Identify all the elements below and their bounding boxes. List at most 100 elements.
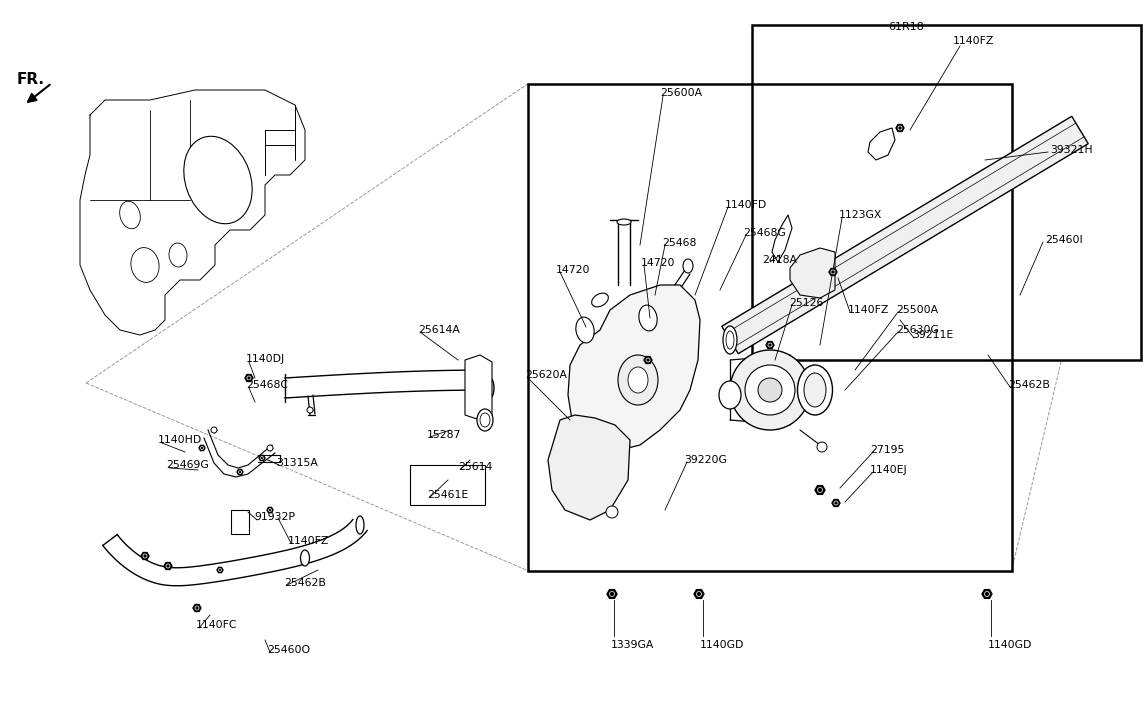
Ellipse shape — [628, 367, 648, 393]
Polygon shape — [237, 470, 243, 475]
Circle shape — [307, 407, 313, 413]
Ellipse shape — [576, 317, 594, 343]
Text: 25600A: 25600A — [660, 88, 702, 98]
Circle shape — [768, 343, 772, 347]
Circle shape — [609, 592, 615, 596]
Ellipse shape — [618, 355, 658, 405]
Ellipse shape — [726, 331, 734, 349]
Text: 91932P: 91932P — [254, 512, 295, 522]
Text: 1140GD: 1140GD — [988, 640, 1032, 650]
Text: 39211E: 39211E — [912, 330, 953, 340]
Text: FR.: FR. — [17, 72, 45, 87]
Polygon shape — [829, 268, 837, 276]
Text: 25500A: 25500A — [896, 305, 938, 315]
Polygon shape — [568, 285, 700, 450]
Circle shape — [195, 606, 199, 610]
Text: 25469G: 25469G — [166, 460, 209, 470]
Circle shape — [834, 501, 838, 505]
Text: 25460I: 25460I — [1045, 235, 1082, 245]
Text: 15287: 15287 — [427, 430, 462, 440]
Text: 25462B: 25462B — [283, 578, 326, 588]
Circle shape — [218, 569, 222, 571]
Ellipse shape — [131, 248, 159, 282]
Ellipse shape — [477, 409, 493, 431]
Text: 27195: 27195 — [870, 445, 904, 455]
Circle shape — [247, 376, 251, 380]
Circle shape — [247, 376, 251, 380]
Circle shape — [817, 442, 828, 452]
Text: 25620A: 25620A — [525, 370, 567, 380]
Ellipse shape — [169, 243, 187, 267]
Circle shape — [211, 427, 217, 433]
Ellipse shape — [480, 413, 490, 427]
Circle shape — [261, 457, 264, 459]
Bar — [752, 25, 1141, 360]
Text: 25460O: 25460O — [267, 645, 310, 655]
Ellipse shape — [486, 378, 494, 398]
Polygon shape — [832, 499, 840, 507]
Circle shape — [817, 488, 823, 492]
Circle shape — [143, 554, 147, 558]
Polygon shape — [644, 356, 652, 364]
Polygon shape — [547, 415, 630, 520]
Polygon shape — [259, 455, 265, 461]
Text: 14720: 14720 — [555, 265, 591, 275]
Text: 1339GA: 1339GA — [612, 640, 655, 650]
Polygon shape — [694, 590, 704, 598]
Polygon shape — [896, 124, 904, 132]
Polygon shape — [465, 355, 491, 420]
Text: 1140DJ: 1140DJ — [246, 354, 286, 364]
Text: 25126: 25126 — [789, 298, 823, 308]
Circle shape — [818, 488, 822, 492]
Text: 25468C: 25468C — [246, 380, 288, 390]
Text: 31315A: 31315A — [275, 458, 318, 468]
Text: 25461E: 25461E — [427, 490, 469, 500]
Bar — [528, 84, 1012, 571]
Text: 1140FZ: 1140FZ — [848, 305, 889, 315]
Text: 2418A: 2418A — [762, 255, 797, 265]
Circle shape — [831, 270, 836, 274]
Circle shape — [200, 446, 203, 449]
Ellipse shape — [798, 365, 832, 415]
Polygon shape — [772, 215, 792, 262]
Ellipse shape — [184, 136, 253, 224]
Circle shape — [730, 350, 810, 430]
Circle shape — [758, 378, 782, 402]
Polygon shape — [193, 605, 201, 611]
Circle shape — [696, 592, 702, 596]
Ellipse shape — [617, 219, 631, 225]
Circle shape — [646, 358, 650, 362]
Text: 1140FZ: 1140FZ — [288, 536, 329, 546]
Ellipse shape — [639, 305, 657, 331]
Bar — [231, 510, 249, 534]
Polygon shape — [245, 374, 253, 382]
Text: 25614A: 25614A — [418, 325, 459, 335]
Ellipse shape — [592, 293, 608, 307]
Ellipse shape — [355, 516, 363, 534]
Ellipse shape — [804, 373, 826, 407]
Polygon shape — [141, 553, 149, 560]
Circle shape — [898, 126, 902, 130]
Text: 1140EJ: 1140EJ — [870, 465, 908, 475]
Text: 1140GD: 1140GD — [700, 640, 744, 650]
Polygon shape — [982, 590, 992, 598]
Polygon shape — [790, 248, 836, 298]
Polygon shape — [267, 507, 273, 513]
Text: 25614: 25614 — [458, 462, 493, 472]
Text: 61R18: 61R18 — [888, 22, 924, 32]
Ellipse shape — [724, 326, 737, 354]
Text: 25630G: 25630G — [896, 325, 938, 335]
Circle shape — [166, 564, 170, 568]
Text: 1123GX: 1123GX — [839, 210, 882, 220]
Polygon shape — [815, 486, 825, 494]
Polygon shape — [607, 590, 617, 598]
Text: 1140FD: 1140FD — [725, 200, 767, 210]
Circle shape — [269, 508, 272, 512]
Polygon shape — [868, 128, 895, 160]
Text: 1140HD: 1140HD — [158, 435, 202, 445]
Circle shape — [606, 506, 618, 518]
Text: 1140FZ: 1140FZ — [953, 36, 994, 46]
Circle shape — [267, 445, 273, 451]
Text: 14720: 14720 — [641, 258, 676, 268]
Ellipse shape — [719, 381, 741, 409]
